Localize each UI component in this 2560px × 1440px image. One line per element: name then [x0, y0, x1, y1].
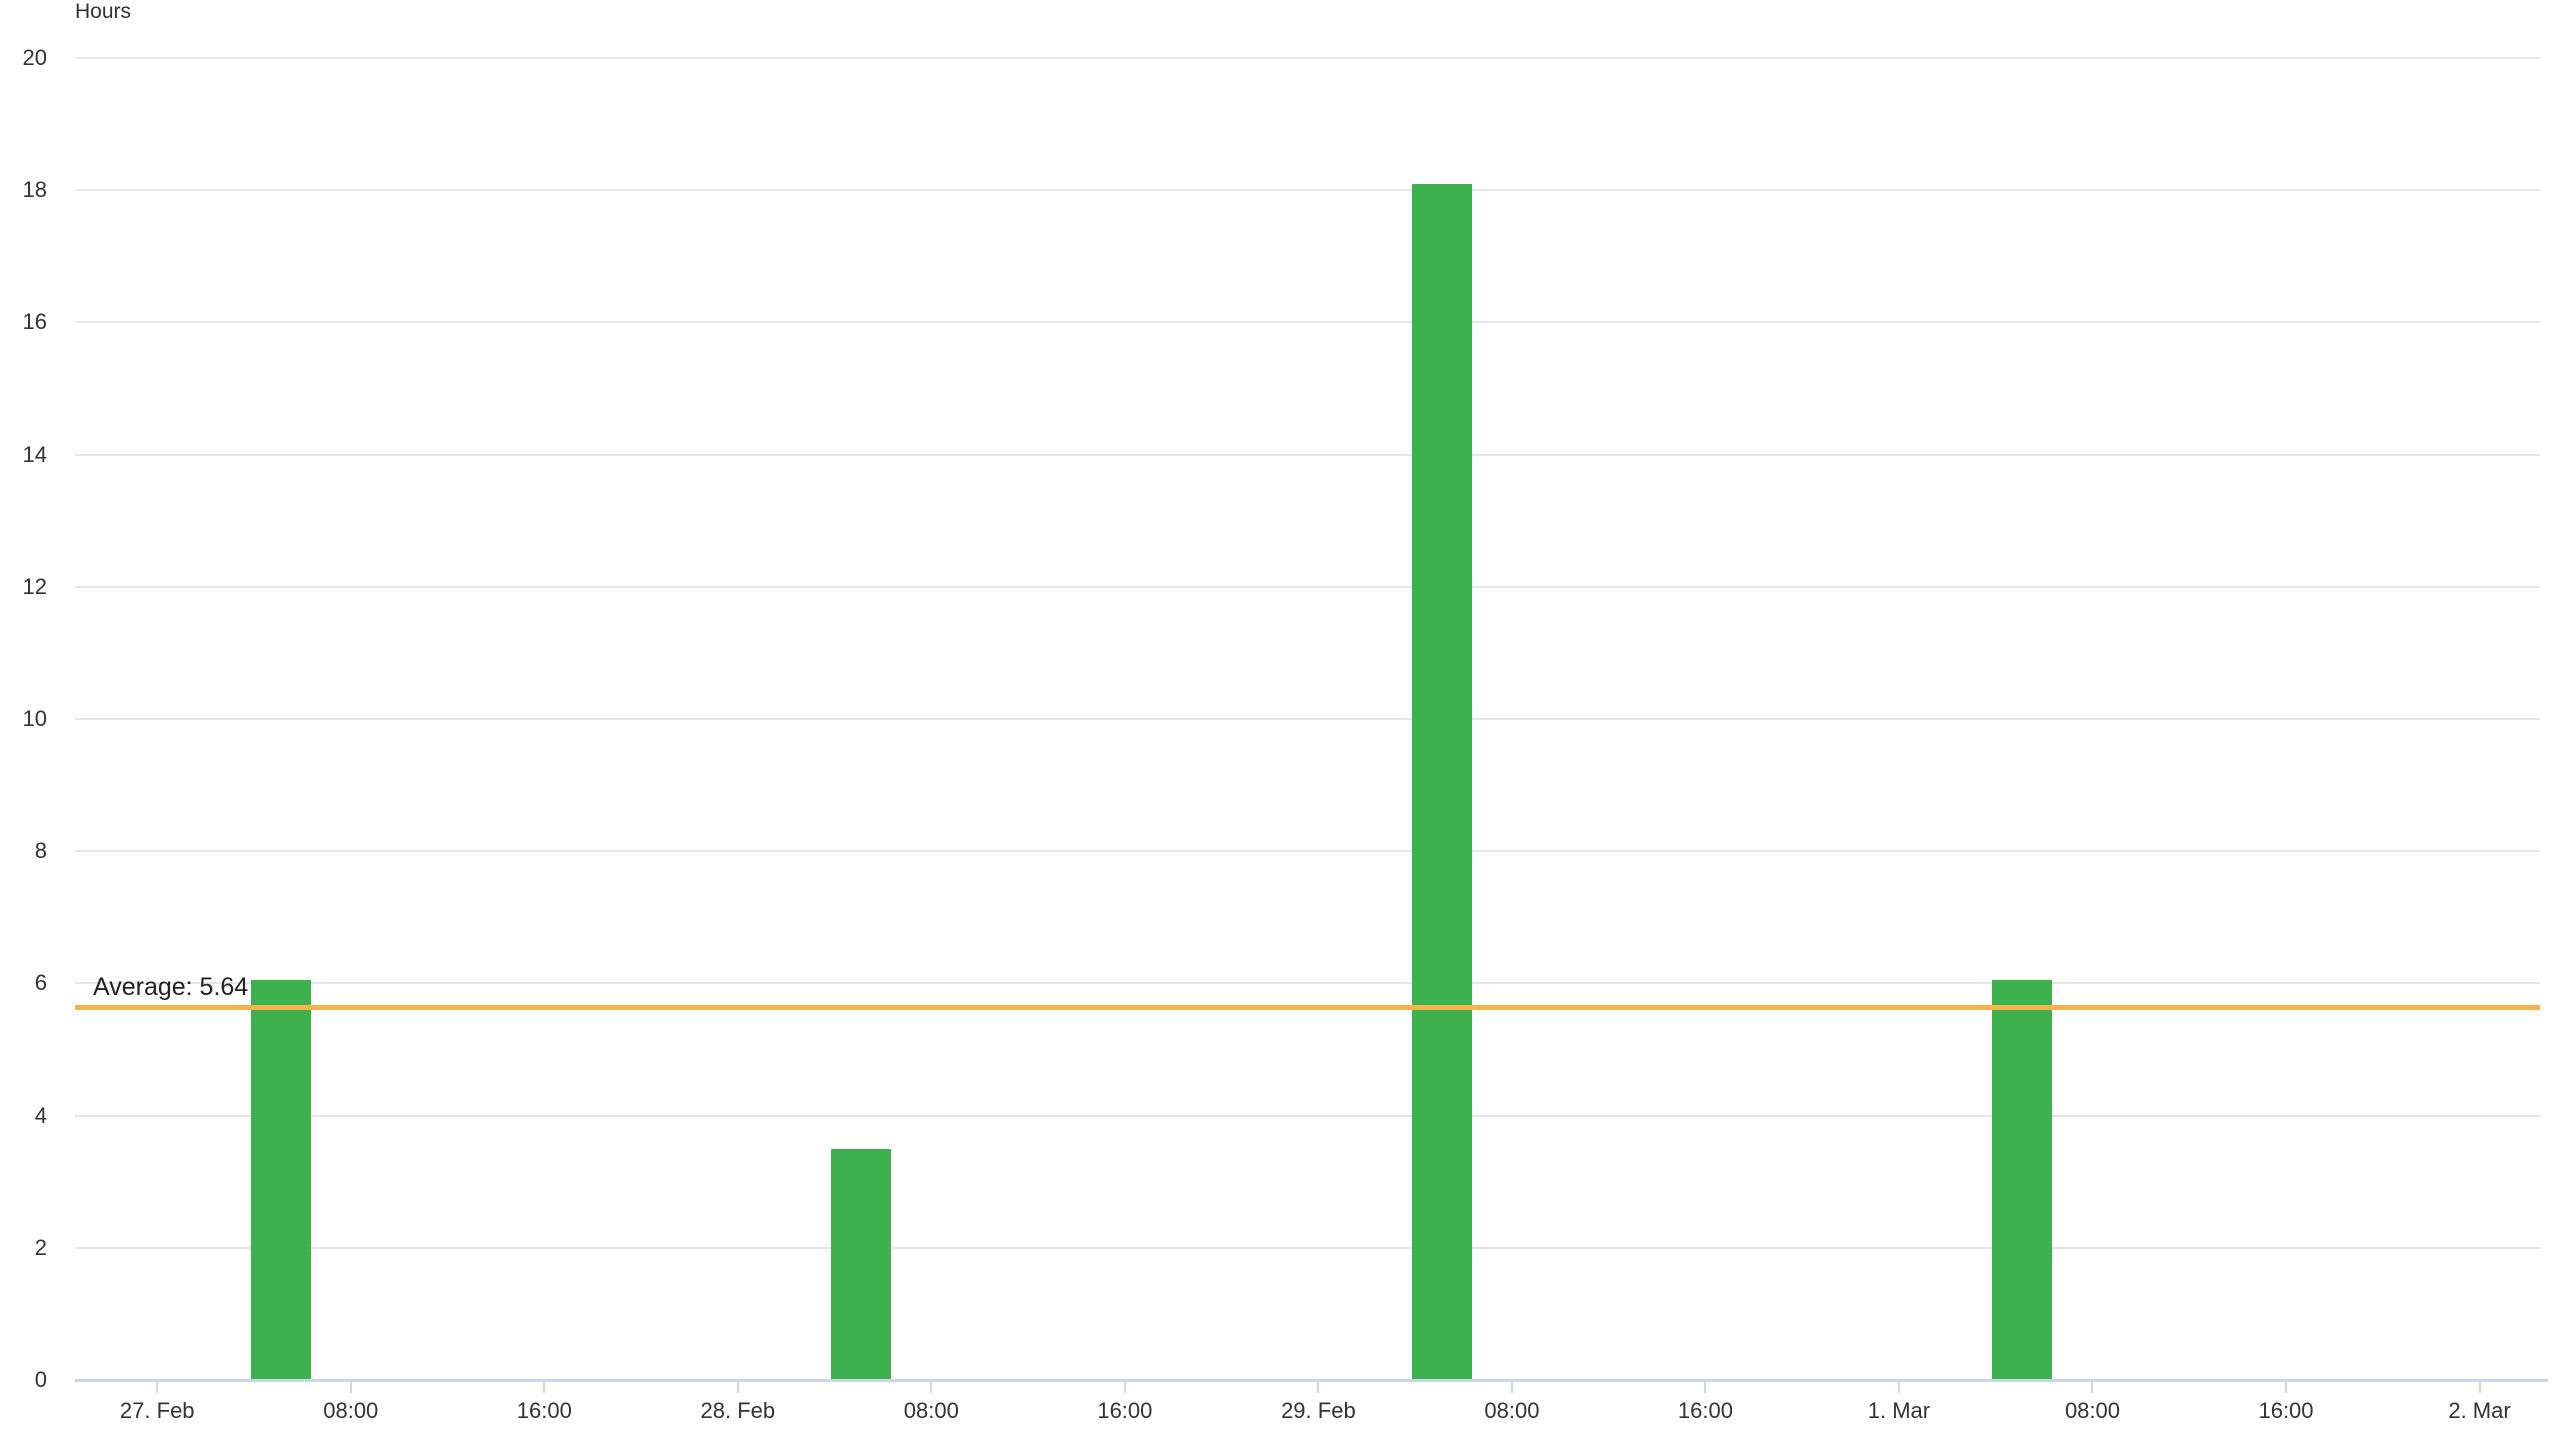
- average-line-label: Average: 5.64: [93, 973, 249, 1002]
- grid-line: [75, 982, 2540, 985]
- x-tick-label: 27. Feb: [119, 1398, 195, 1423]
- grid-line: [75, 321, 2540, 324]
- x-tick-label: 08:00: [2064, 1398, 2120, 1423]
- x-tick-mark: [736, 1380, 739, 1393]
- x-tick-mark: [2091, 1380, 2094, 1393]
- y-tick-label: 8: [34, 838, 47, 864]
- x-tick-label: 16:00: [516, 1398, 572, 1423]
- y-tick-label: 6: [34, 970, 47, 996]
- x-tick-mark: [1510, 1380, 1513, 1393]
- y-tick-label: 12: [22, 573, 47, 599]
- x-tick-label: 08:00: [323, 1398, 379, 1423]
- y-tick-label: 14: [22, 441, 47, 467]
- y-tick-label: 20: [22, 45, 47, 70]
- y-tick-label: 0: [34, 1367, 47, 1392]
- y-axis-title: Hours: [75, 0, 132, 23]
- grid-line: [75, 57, 2540, 59]
- x-tick-mark: [543, 1380, 546, 1393]
- x-tick-mark: [1123, 1380, 1126, 1393]
- x-tick-label: 28. Feb: [700, 1398, 776, 1423]
- grid-line: [75, 850, 2540, 853]
- y-tick-label: 18: [22, 177, 47, 203]
- grid-line: [75, 1114, 2540, 1117]
- x-tick-mark: [2285, 1380, 2287, 1393]
- x-tick-mark: [930, 1380, 933, 1393]
- x-tick-label: 29. Feb: [1281, 1398, 1356, 1423]
- y-tick-label: 2: [34, 1234, 47, 1260]
- x-tick-label: 08:00: [903, 1398, 959, 1423]
- x-tick-mark: [1704, 1380, 1707, 1393]
- grid-line: [75, 1246, 2540, 1249]
- grid-line: [75, 453, 2540, 456]
- x-tick-mark: [2478, 1380, 2481, 1393]
- x-tick-mark: [1317, 1380, 1320, 1393]
- x-tick-label: 16:00: [1677, 1398, 1733, 1423]
- x-tick-mark: [156, 1380, 159, 1393]
- x-tick-mark: [1897, 1380, 1900, 1393]
- bar[interactable]: [831, 1148, 892, 1380]
- y-tick-label: 16: [22, 309, 47, 335]
- x-tick-label: 08:00: [1484, 1398, 1540, 1423]
- grid-line: [75, 718, 2540, 720]
- x-tick-label: 2. Mar: [2448, 1398, 2511, 1423]
- bar[interactable]: [1992, 980, 2053, 1380]
- bar[interactable]: [250, 980, 311, 1380]
- x-tick-label: 16:00: [2258, 1398, 2314, 1423]
- grid-line: [75, 189, 2540, 192]
- grid-line: [75, 585, 2540, 588]
- x-tick-label: 1. Mar: [1867, 1398, 1931, 1423]
- bar[interactable]: [1411, 183, 1472, 1380]
- y-tick-label: 4: [34, 1102, 47, 1128]
- y-tick-label: 10: [22, 706, 47, 731]
- x-axis-line: [75, 1379, 2548, 1382]
- average-line: [75, 1005, 2540, 1011]
- x-tick-label: 16:00: [1097, 1398, 1153, 1423]
- x-tick-mark: [349, 1380, 352, 1393]
